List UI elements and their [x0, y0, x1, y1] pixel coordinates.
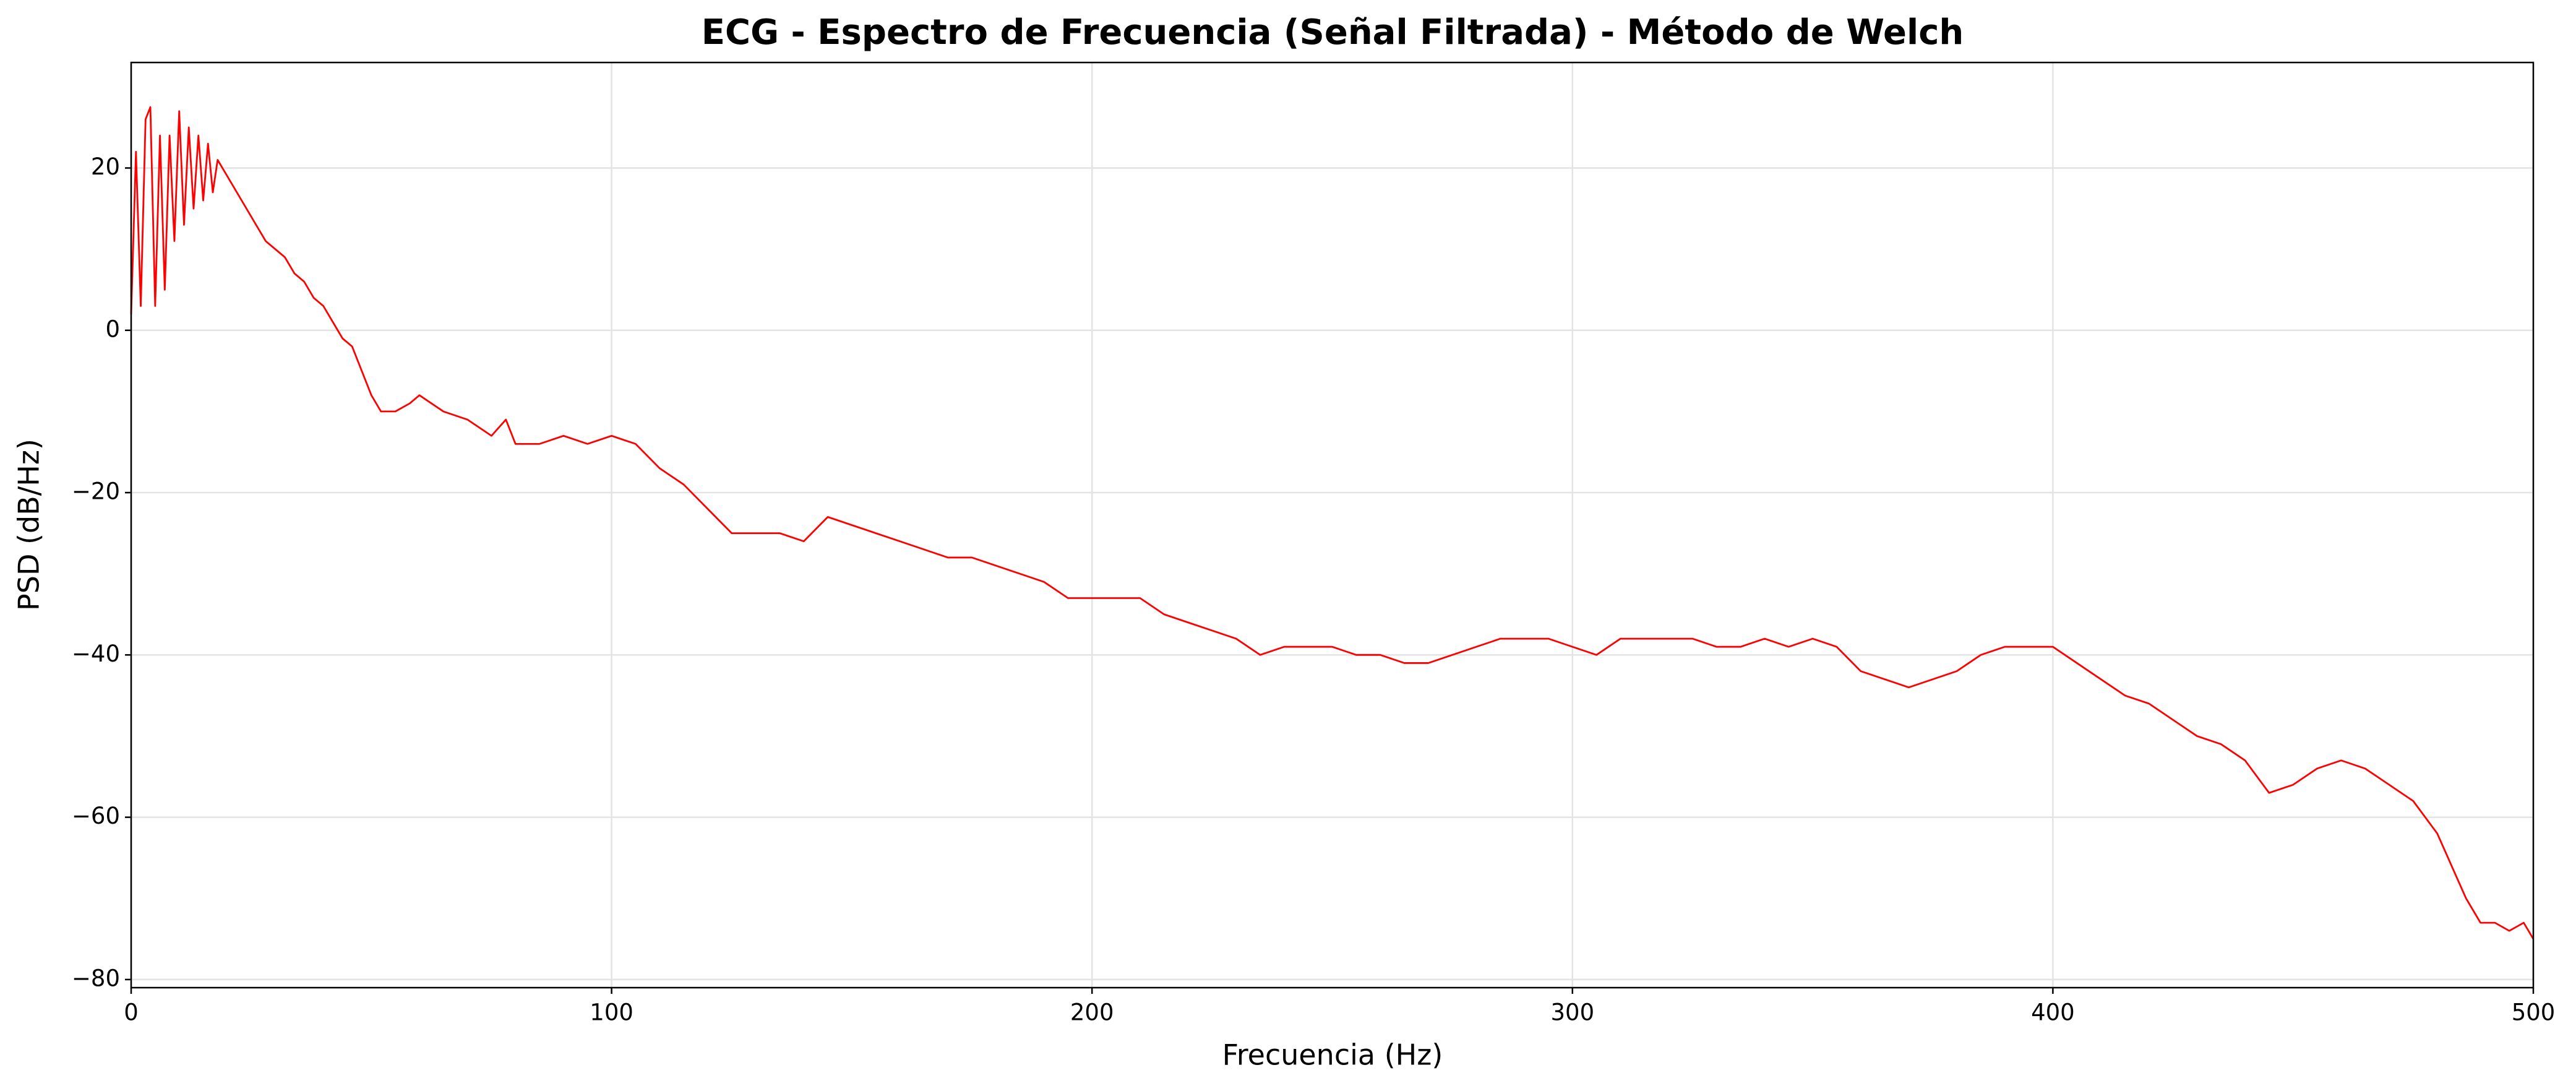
- y-tick-label: −20: [72, 478, 120, 505]
- x-tick-label: 0: [124, 999, 139, 1026]
- data-line: [130, 106, 2535, 940]
- y-tick-label: −40: [72, 640, 120, 667]
- x-tick-label: 400: [2031, 999, 2075, 1026]
- y-tick-label: 20: [91, 153, 120, 180]
- x-tick-label: 500: [2512, 999, 2556, 1026]
- x-axis-label: Frecuencia (Hz): [1222, 1038, 1443, 1072]
- y-axis-label: PSD (dB/Hz): [12, 439, 46, 611]
- y-tick-label: 0: [105, 316, 120, 342]
- y-tick-label: −60: [72, 803, 120, 829]
- y-tick-label: −80: [72, 965, 120, 991]
- x-tick-label: 200: [1070, 999, 1114, 1026]
- x-tick-label: 100: [590, 999, 633, 1026]
- chart-title: ECG - Espectro de Frecuencia (Señal Filt…: [702, 12, 1964, 53]
- x-tick-label: 300: [1550, 999, 1594, 1026]
- plot-frame: [130, 61, 2535, 989]
